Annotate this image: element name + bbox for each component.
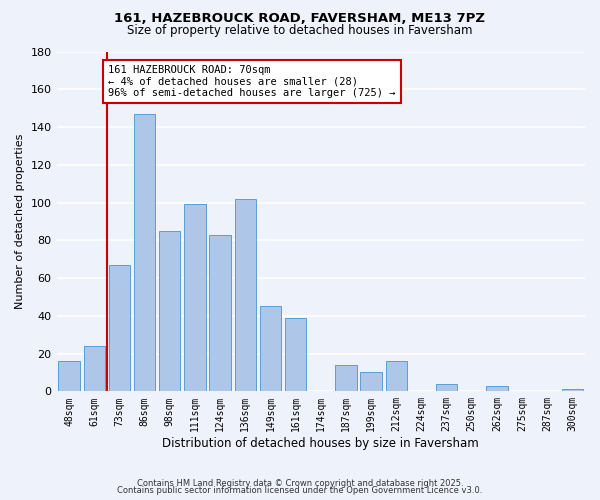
Bar [109, 265, 130, 392]
Bar [335, 365, 356, 392]
Text: Contains public sector information licensed under the Open Government Licence v3: Contains public sector information licen… [118, 486, 482, 495]
Text: 161, HAZEBROUCK ROAD, FAVERSHAM, ME13 7PZ: 161, HAZEBROUCK ROAD, FAVERSHAM, ME13 7P… [115, 12, 485, 26]
Bar [83, 346, 105, 392]
Bar [58, 361, 80, 392]
Bar [486, 386, 508, 392]
Bar [134, 114, 155, 392]
Bar [386, 361, 407, 392]
X-axis label: Distribution of detached houses by size in Faversham: Distribution of detached houses by size … [163, 437, 479, 450]
Text: 161 HAZEBROUCK ROAD: 70sqm
← 4% of detached houses are smaller (28)
96% of semi-: 161 HAZEBROUCK ROAD: 70sqm ← 4% of detac… [108, 64, 395, 98]
Bar [159, 231, 181, 392]
Bar [209, 234, 231, 392]
Bar [361, 372, 382, 392]
Bar [436, 384, 457, 392]
Bar [285, 318, 307, 392]
Bar [562, 390, 583, 392]
Text: Contains HM Land Registry data © Crown copyright and database right 2025.: Contains HM Land Registry data © Crown c… [137, 478, 463, 488]
Bar [235, 199, 256, 392]
Y-axis label: Number of detached properties: Number of detached properties [15, 134, 25, 309]
Bar [260, 306, 281, 392]
Bar [184, 204, 206, 392]
Text: Size of property relative to detached houses in Faversham: Size of property relative to detached ho… [127, 24, 473, 37]
